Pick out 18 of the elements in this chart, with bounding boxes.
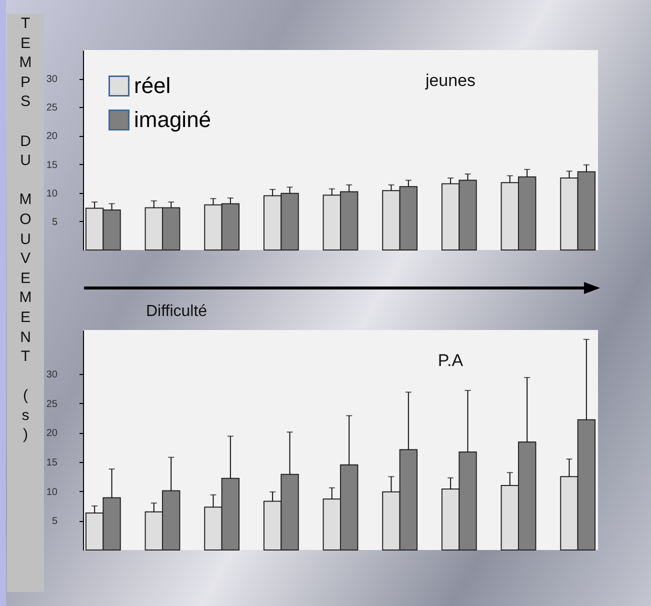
x-axis-title: Difficulté bbox=[146, 303, 208, 321]
text: TEMPS DU MOUVEMENT (s) bbox=[19, 15, 32, 444]
y-tick-label: 25 bbox=[46, 398, 58, 410]
y-tick-label: 25 bbox=[46, 102, 58, 114]
y-tick-label: 15 bbox=[46, 160, 58, 171]
y-tick-label: 30 bbox=[46, 370, 58, 380]
y-tick-label: 15 bbox=[46, 458, 58, 468]
text: P.A bbox=[438, 351, 464, 370]
text: jeunes bbox=[424, 71, 476, 90]
y-tick-label: 5 bbox=[52, 516, 58, 528]
legend-label: réel bbox=[134, 73, 171, 98]
y-tick-label: 5 bbox=[52, 216, 58, 228]
y-tick-label: 10 bbox=[46, 188, 58, 200]
y-tick-label: 30 bbox=[46, 74, 58, 86]
y-tick-label: 20 bbox=[46, 428, 58, 440]
legend-label: imaginé bbox=[134, 107, 212, 132]
y-tick-label: 10 bbox=[46, 486, 58, 498]
y-tick-label: 20 bbox=[46, 131, 58, 142]
